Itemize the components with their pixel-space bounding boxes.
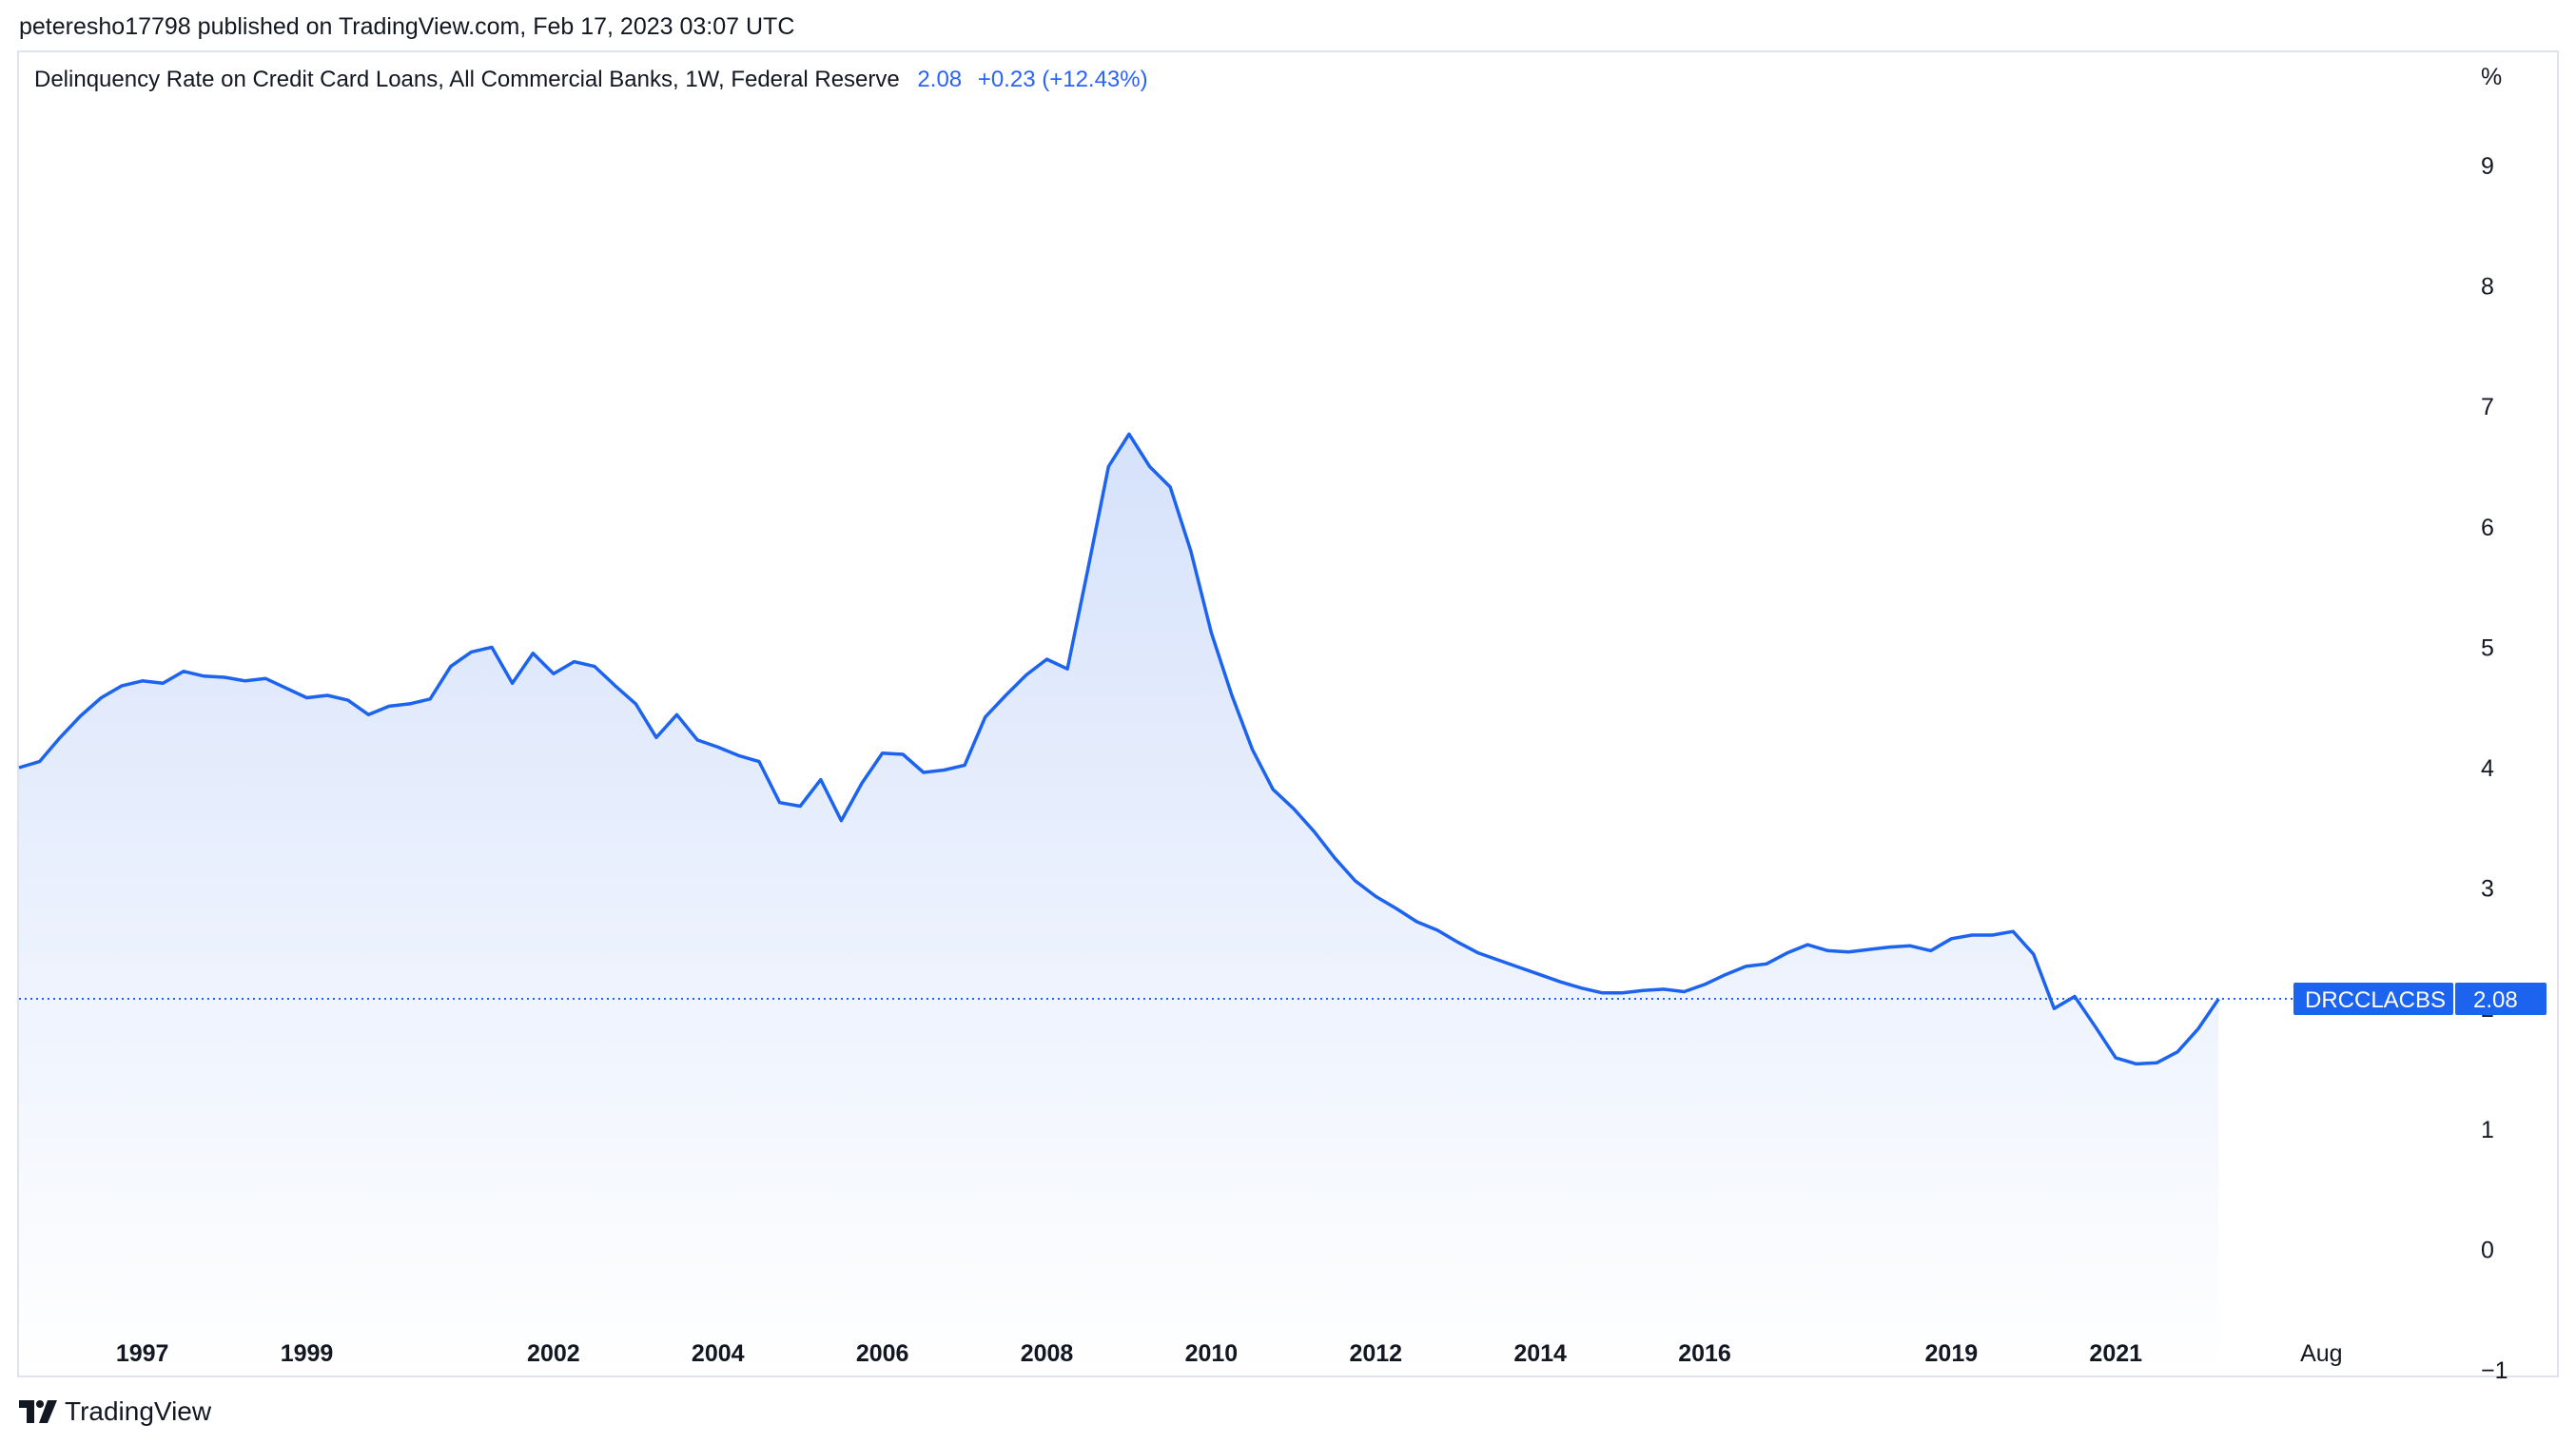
y-unit-label: % [2481, 64, 2502, 90]
x-tick-label: 2002 [527, 1340, 580, 1367]
price-tag[interactable]: DRCCLACBS 2.08 [2293, 983, 2547, 1015]
y-tick-label: 9 [2481, 153, 2494, 180]
y-tick-label: 8 [2481, 274, 2494, 301]
x-tick-label: Aug [2300, 1340, 2342, 1367]
y-tick-label: 1 [2481, 1117, 2494, 1143]
tradingview-brand[interactable]: TradingView [19, 1396, 211, 1427]
y-tick-label: 4 [2481, 755, 2494, 782]
x-tick-label: 2010 [1185, 1340, 1239, 1367]
x-tick-label: 1997 [116, 1340, 169, 1367]
series-title: Delinquency Rate on Credit Card Loans, A… [34, 67, 900, 92]
x-tick-label: 2008 [1021, 1340, 1074, 1367]
x-tick-label: 2021 [2089, 1340, 2142, 1367]
legend-value: 2.08 [917, 67, 962, 92]
y-tick-label: 5 [2481, 634, 2494, 661]
x-tick-label: 1999 [281, 1340, 334, 1367]
x-tick-label: 2019 [1925, 1340, 1979, 1367]
y-tick-label: 0 [2481, 1237, 2494, 1263]
y-tick-label: 6 [2481, 515, 2494, 541]
y-tick-label: 7 [2481, 394, 2494, 420]
x-tick-label: 2006 [856, 1340, 909, 1367]
x-tick-label: 2004 [692, 1340, 745, 1367]
x-tick-label: 2014 [1513, 1340, 1567, 1367]
series-legend[interactable]: Delinquency Rate on Credit Card Loans, A… [34, 67, 1148, 93]
y-tick-label: −1 [2481, 1357, 2508, 1384]
x-tick-label: 2016 [1678, 1340, 1731, 1367]
y-tick-label: 3 [2481, 876, 2494, 903]
price-tag-symbol: DRCCLACBS [2305, 987, 2446, 1013]
tradingview-logo-icon [19, 1400, 57, 1423]
x-tick-label: 2012 [1349, 1340, 1402, 1367]
series-area-fill [19, 434, 2218, 1375]
brand-name: TradingView [65, 1396, 211, 1427]
legend-change: +0.23 (+12.43%) [978, 67, 1148, 92]
price-tag-value: 2.08 [2473, 987, 2518, 1013]
